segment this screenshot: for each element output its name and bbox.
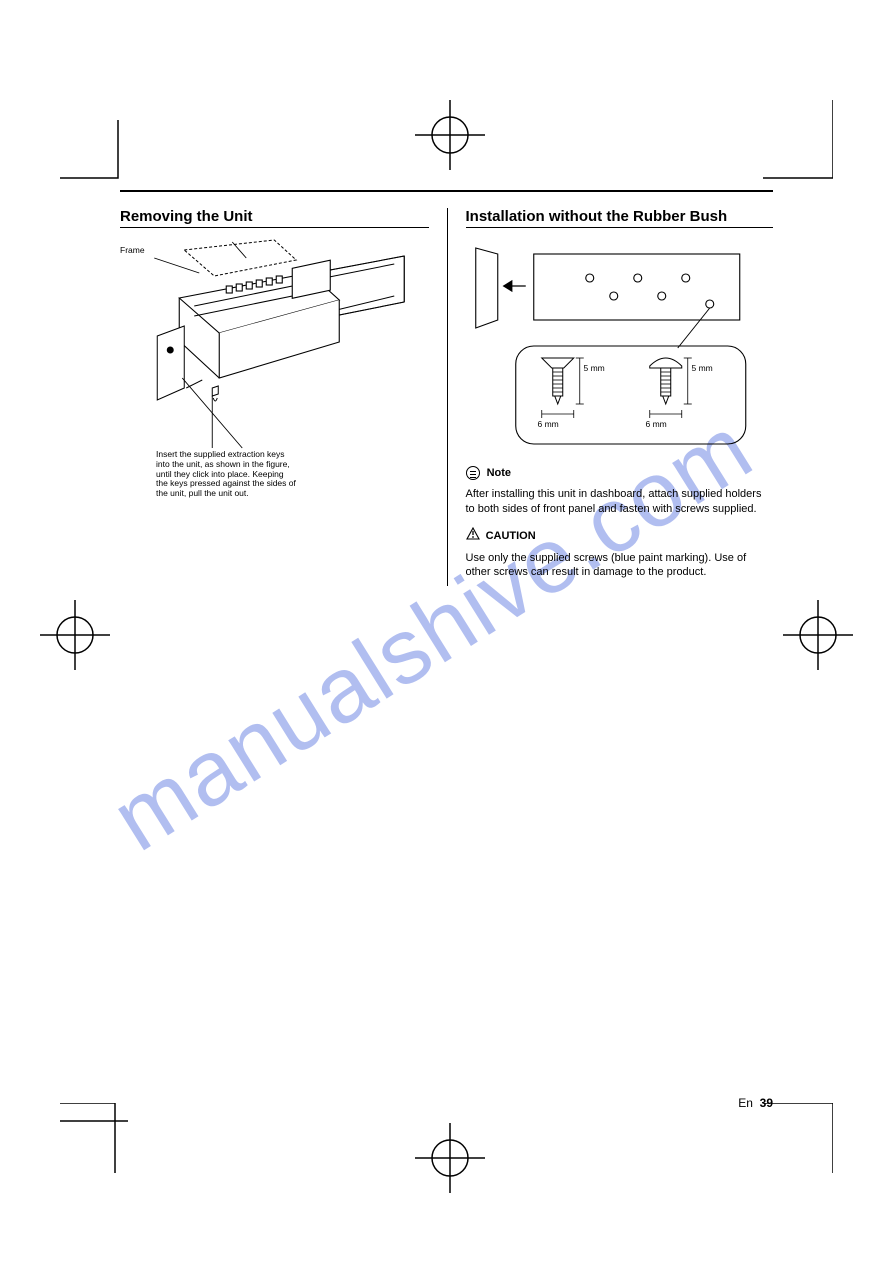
page-num: 39 [760,1096,773,1110]
note-icon [466,466,480,480]
note-text: After installing this unit in dashboard,… [466,487,774,517]
reg-top [415,100,485,170]
screw2-h: 5 mm [692,364,713,374]
col-left: Removing the Unit [120,208,447,586]
right-body: Note After installing this unit in dashb… [466,466,774,580]
left-subrule [120,227,429,228]
top-rule [120,190,773,192]
reg-bottom [415,1123,485,1193]
reg-left [40,600,110,670]
left-figure: Frame Insert the supplied extraction key… [120,238,429,498]
col-right: Installation without the Rubber Bush [447,208,774,586]
screw2-w: 6 mm [646,420,667,430]
caution-text: Use only the supplied screws (blue paint… [466,551,774,581]
screw1-h: 5 mm [584,364,605,374]
screw-diagram [466,238,774,458]
page-lang: En [738,1096,753,1110]
screw1-w: 6 mm [538,420,559,430]
label-frame: Frame [120,246,145,256]
right-subrule [466,227,774,228]
caution-heading: CAUTION [486,530,536,542]
right-figure: 5 mm 6 mm 5 mm 6 mm [466,238,774,458]
left-title: Removing the Unit [120,208,429,225]
reg-right [783,600,853,670]
label-insert: Insert the supplied extraction keys into… [156,450,386,499]
page-content: Removing the Unit [120,190,773,1070]
page-number: En 39 [738,1096,773,1110]
right-title: Installation without the Rubber Bush [466,208,774,225]
caution-icon [466,527,480,545]
note-heading: Note [487,467,511,479]
